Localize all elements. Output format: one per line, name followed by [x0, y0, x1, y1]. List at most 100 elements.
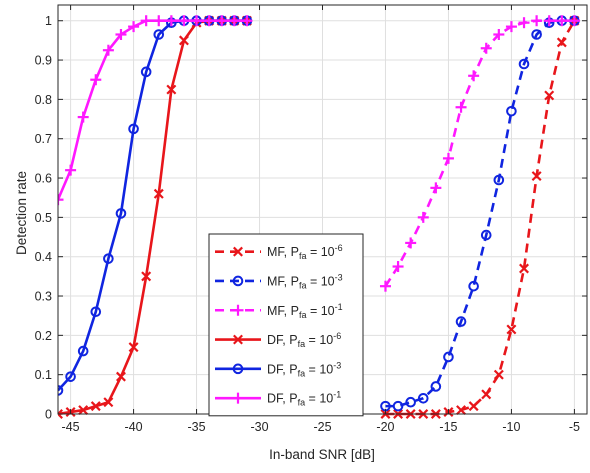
y-tick-label: 0 [45, 408, 52, 422]
data-point [518, 58, 530, 70]
data-point [506, 105, 517, 117]
data-point [405, 237, 417, 249]
data-point [90, 401, 101, 412]
data-point [77, 345, 89, 357]
y-tick-label: 0.7 [35, 132, 52, 146]
data-point [468, 401, 479, 412]
data-point [153, 29, 165, 40]
marker-stroke [128, 342, 139, 353]
data-point [140, 15, 152, 27]
data-point [128, 342, 139, 353]
data-point [128, 123, 139, 135]
data-point [556, 37, 567, 48]
marker-stroke [456, 405, 467, 416]
x-axis-label: In-band SNR [dB] [269, 447, 375, 462]
legend-marker [232, 392, 244, 404]
data-point [178, 15, 190, 27]
data-point [531, 29, 542, 40]
data-point [493, 28, 505, 40]
x-tick-label: -25 [313, 420, 331, 434]
legend-label: DF, Pfa = 10-1 [267, 390, 341, 408]
x-tick-label: -10 [502, 420, 520, 434]
series-2 [379, 15, 580, 292]
marker-stroke [481, 389, 492, 400]
data-point [430, 381, 442, 392]
data-point [203, 15, 215, 27]
data-point [519, 263, 530, 274]
legend-label: DF, Pfa = 10-6 [267, 331, 341, 349]
data-point [493, 174, 505, 186]
data-point [531, 171, 542, 182]
marker-stroke [544, 90, 555, 101]
data-point [480, 229, 492, 241]
data-point [58, 194, 64, 206]
y-tick-label: 0.4 [35, 250, 52, 264]
data-point [455, 316, 467, 327]
data-point [543, 15, 555, 27]
data-point [140, 66, 152, 78]
marker-stroke [153, 188, 164, 199]
legend-label: DF, Pfa = 10-3 [267, 360, 341, 378]
legend-entry: MF, Pfa = 10-3 [215, 272, 343, 290]
data-point [65, 371, 76, 382]
data-point [568, 15, 580, 27]
legend-label: MF, Pfa = 10-6 [267, 243, 343, 261]
legend-entry: DF, Pfa = 10-1 [215, 390, 341, 408]
data-point [115, 208, 127, 219]
y-tick-label: 0.9 [35, 54, 52, 68]
legend-entry: MF, Pfa = 10-1 [215, 302, 343, 320]
marker-stroke [493, 369, 504, 380]
data-point [481, 389, 492, 400]
x-tick-label: -5 [569, 420, 580, 434]
data-point [430, 182, 442, 194]
x-tick-label: -35 [188, 420, 206, 434]
marker-stroke [233, 334, 243, 345]
series-5 [58, 15, 253, 206]
series-line [385, 19, 575, 408]
tick-labels-layer: -45 -40 -35 -30 -25 -20 -15 -10 -5 0 0.1 0.2 0.3 0.4 0… [35, 14, 580, 434]
legend-marker [232, 363, 244, 375]
marker-stroke [58, 409, 63, 416]
data-point [493, 369, 504, 380]
y-tick-label: 0.2 [35, 329, 52, 343]
marker-stroke [115, 371, 126, 382]
legend-label: MF, Pfa = 10-3 [267, 272, 343, 290]
data-point [417, 211, 429, 223]
data-point [78, 405, 89, 416]
marker-stroke [531, 171, 542, 182]
data-point [178, 35, 189, 46]
legend-marker [233, 334, 243, 345]
data-point [468, 70, 480, 82]
marker-stroke [58, 412, 63, 419]
marker-stroke [103, 397, 114, 408]
data-point [480, 42, 492, 54]
x-tick-label: -20 [376, 420, 394, 434]
marker-stroke [141, 271, 152, 282]
data-point [518, 17, 530, 29]
marker-stroke [519, 263, 530, 274]
y-tick-label: 0.6 [35, 172, 52, 186]
y-tick-label: 0.1 [35, 368, 52, 382]
series-line [58, 19, 247, 201]
data-point [468, 280, 479, 292]
legend-entry: DF, Pfa = 10-3 [215, 360, 341, 378]
data-point [128, 21, 140, 33]
data-point [456, 405, 467, 416]
marker-stroke [233, 246, 243, 257]
legend: MF, Pfa = 10-6 MF, Pfa = 10-3 MF, Pfa = 10… [208, 233, 364, 417]
data-point [191, 15, 203, 27]
data-point [379, 280, 391, 292]
data-point [455, 101, 467, 113]
data-point [392, 261, 404, 273]
data-point [241, 15, 253, 27]
x-tick-label: -45 [62, 420, 80, 434]
marker-stroke [468, 401, 479, 412]
marker-stroke [90, 401, 101, 412]
marker-stroke [178, 35, 189, 46]
data-point [103, 397, 114, 408]
x-tick-label: -15 [439, 420, 457, 434]
data-point [115, 28, 127, 40]
data-point [115, 371, 126, 382]
